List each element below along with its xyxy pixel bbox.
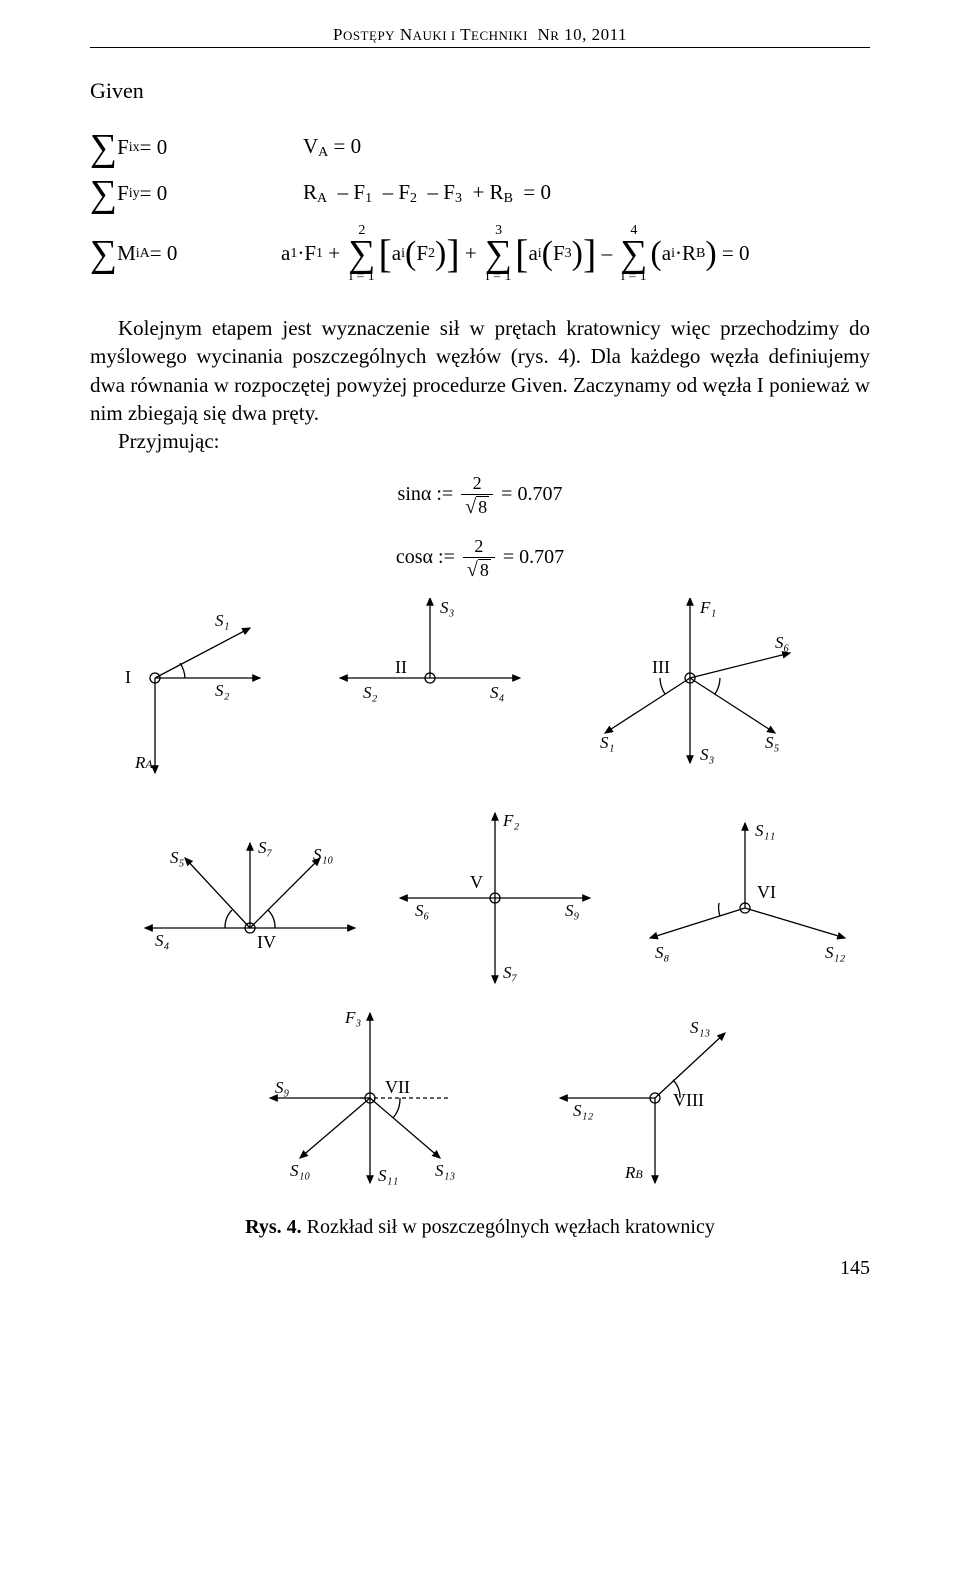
svg-text:S₂: S₂ bbox=[215, 681, 230, 700]
svg-text:S₈: S₈ bbox=[655, 943, 670, 962]
svg-text:S₅: S₅ bbox=[170, 848, 185, 867]
fig-caption-bold: Rys. 4. bbox=[245, 1216, 302, 1238]
node-VI: VI S₁₁ S₈ S₁₂ bbox=[650, 821, 845, 962]
svg-text:IV: IV bbox=[257, 932, 276, 952]
svg-text:S₁₂: S₁₂ bbox=[825, 943, 845, 962]
svg-text:S₄: S₄ bbox=[155, 931, 170, 950]
svg-text:S₆: S₆ bbox=[415, 901, 430, 920]
eq-rhs-1: VA = 0 bbox=[303, 135, 361, 160]
svg-text:S₁₀: S₁₀ bbox=[290, 1161, 310, 1180]
svg-text:F₂: F₂ bbox=[502, 811, 519, 830]
sin-val: = 0.707 bbox=[501, 483, 562, 505]
svg-text:RA: RA bbox=[134, 753, 153, 772]
trig-block: sinα := 28 = 0.707 cosα := 28 = 0.707 bbox=[90, 474, 870, 580]
eq-rhs-2: RA – F1 – F2 – F3 + RB = 0 bbox=[303, 181, 551, 206]
node-II: II S₃ S₂ S₄ bbox=[340, 598, 520, 702]
node-VIII: VIII S₁₃ S₁₂ RB bbox=[560, 1018, 725, 1183]
eq-row-2: ∑ Fiy = 0 RA – F1 – F2 – F3 + RB = 0 bbox=[90, 178, 870, 210]
svg-text:S₁₀: S₁₀ bbox=[313, 845, 333, 864]
cos-lhs: cosα := bbox=[396, 546, 455, 568]
svg-text:S₆: S₆ bbox=[775, 633, 790, 652]
node-V: V F₂ S₆ S₉ S₇ bbox=[400, 811, 590, 983]
svg-text:S₉: S₉ bbox=[565, 901, 580, 920]
svg-text:S₃: S₃ bbox=[700, 745, 715, 764]
node-III: III F₁ S₆ S₅ S₃ S₁ bbox=[600, 598, 790, 764]
svg-text:S₅: S₅ bbox=[765, 733, 780, 752]
cos-val: = 0.707 bbox=[503, 546, 564, 568]
figure-svg: I S₁ S₂ RA II S₃ S₂ S₄ III F₁ S₆ S₅ S₃ S… bbox=[95, 598, 865, 1198]
para-1: Kolejnym etapem jest wyznaczenie sił w p… bbox=[90, 314, 870, 427]
svg-text:VIII: VIII bbox=[673, 1090, 704, 1110]
svg-text:V: V bbox=[470, 872, 483, 892]
svg-text:F₁: F₁ bbox=[699, 598, 716, 617]
svg-text:VII: VII bbox=[385, 1077, 410, 1097]
svg-text:S₂: S₂ bbox=[363, 683, 378, 702]
svg-text:RB: RB bbox=[624, 1163, 643, 1182]
svg-text:S₁: S₁ bbox=[600, 733, 614, 752]
eq-rhs-3: a1·F1 + 2∑i = 1 [ai(F2)] + 3∑i = 1 [ai(F… bbox=[281, 224, 749, 284]
header-small-caps: POSTĘPY NAUKI I TECHNIKI bbox=[333, 25, 528, 44]
sin-lhs: sinα := bbox=[398, 483, 454, 505]
header-rule bbox=[90, 47, 870, 48]
eq-eq0-1: = 0 bbox=[140, 136, 168, 159]
given-label: Given bbox=[90, 78, 870, 104]
svg-text:VI: VI bbox=[757, 882, 776, 902]
node-VII: VII F₃ S₉ S₁₀ S₁₁ S₁₃ bbox=[270, 1008, 455, 1185]
node-IV: IV S₅ S₇ S₁₀ S₄ bbox=[145, 838, 355, 952]
figure-4: I S₁ S₂ RA II S₃ S₂ S₄ III F₁ S₆ S₅ S₃ S… bbox=[90, 598, 870, 1204]
svg-text:II: II bbox=[395, 657, 407, 677]
svg-text:S₇: S₇ bbox=[503, 963, 518, 982]
eq-F: F bbox=[117, 136, 129, 159]
svg-text:F₃: F₃ bbox=[344, 1008, 361, 1027]
svg-text:I: I bbox=[125, 667, 131, 687]
eq-row-1: ∑ Fix = 0 VA = 0 bbox=[90, 132, 870, 164]
equation-block: ∑ Fix = 0 VA = 0 ∑ Fiy = 0 RA – F1 – F2 … bbox=[90, 132, 870, 284]
running-header: POSTĘPY NAUKI I TECHNIKI NR 10, 2011 bbox=[90, 25, 870, 45]
node-I: I S₁ S₂ RA bbox=[125, 611, 260, 773]
svg-text:S₁: S₁ bbox=[215, 611, 229, 630]
page-number: 145 bbox=[90, 1257, 870, 1280]
eq-sub-ix: ix bbox=[129, 140, 140, 155]
svg-text:S₉: S₉ bbox=[275, 1078, 290, 1097]
body-paragraphs: Kolejnym etapem jest wyznaczenie sił w p… bbox=[90, 314, 870, 456]
svg-text:S₄: S₄ bbox=[490, 683, 505, 702]
svg-text:S₁₁: S₁₁ bbox=[755, 821, 775, 840]
para-2: Przyjmując: bbox=[90, 427, 870, 455]
svg-text:S₁₃: S₁₃ bbox=[690, 1018, 710, 1037]
eq-row-3: ∑ MiA = 0 a1·F1 + 2∑i = 1 [ai(F2)] + 3∑i… bbox=[90, 224, 870, 284]
svg-text:S₁₁: S₁₁ bbox=[378, 1166, 398, 1185]
svg-text:S₃: S₃ bbox=[440, 598, 455, 617]
figure-caption: Rys. 4. Rozkład sił w poszczególnych węz… bbox=[90, 1216, 870, 1239]
svg-text:S₇: S₇ bbox=[258, 838, 273, 857]
svg-text:III: III bbox=[652, 657, 670, 677]
fig-caption-text: Rozkład sił w poszczególnych węzłach kra… bbox=[302, 1216, 715, 1238]
header-issue: NR 10, 2011 bbox=[533, 25, 627, 44]
svg-text:S₁₂: S₁₂ bbox=[573, 1101, 593, 1120]
svg-text:S₁₃: S₁₃ bbox=[435, 1161, 455, 1180]
